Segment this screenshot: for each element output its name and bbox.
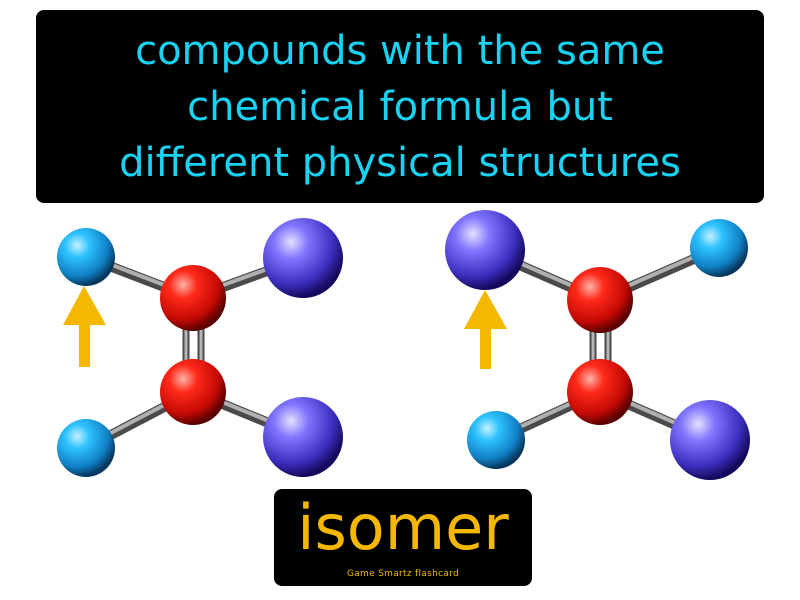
- definition-line-2: chemical formula but: [187, 83, 613, 130]
- term-word: isomer: [297, 491, 509, 564]
- right-up-arrow-icon: [464, 290, 507, 369]
- flashcard-credit: Game Smartz flashcard: [346, 569, 460, 579]
- definition-line-3: different physical structures: [119, 139, 681, 186]
- left-top-purple-atom: [263, 218, 343, 298]
- left-bottom-red-atom: [160, 359, 226, 425]
- right-top-purple-atom: [445, 210, 525, 290]
- right-isomer: [445, 210, 750, 480]
- left-bottom-purple-atom: [263, 397, 343, 477]
- term-box: isomer Game Smartz flashcard: [274, 489, 532, 586]
- definition-line-1: compounds with the same: [135, 27, 665, 74]
- definition-box: compounds with the same chemical formula…: [36, 10, 764, 203]
- left-bottom-blue-atom: [57, 419, 115, 477]
- left-up-arrow-icon: [63, 286, 106, 367]
- right-bottom-blue-atom: [467, 411, 525, 469]
- left-top-red-atom: [160, 265, 226, 331]
- right-top-red-atom: [567, 267, 633, 333]
- right-bottom-purple-atom: [670, 400, 750, 480]
- right-bottom-red-atom: [567, 359, 633, 425]
- right-top-blue-atom: [690, 219, 748, 277]
- left-top-blue-atom: [57, 228, 115, 286]
- left-isomer: [57, 218, 343, 477]
